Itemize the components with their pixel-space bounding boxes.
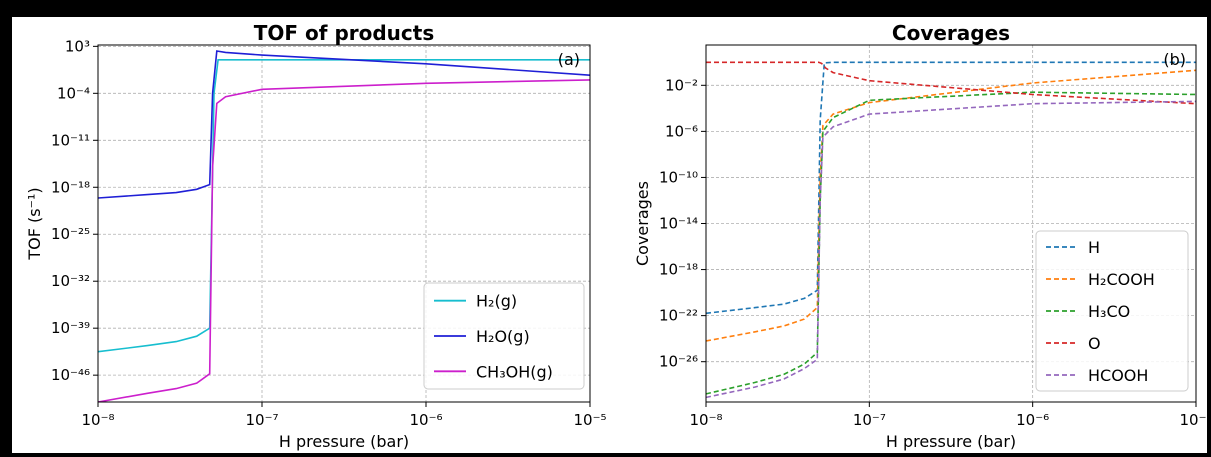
- chart-figure: 10⁻⁸ 10⁻⁷ 10⁻⁶ 10⁻⁵ 10³ 10⁻⁴ 10⁻¹¹ 10⁻¹⁸ 10⁻²⁵ 10…: [25, 21, 1211, 451]
- legend-label: CH₃OH(g): [476, 362, 553, 381]
- legend-label: H₂O(g): [476, 327, 530, 346]
- chart-panel-2: 10⁻⁸ 10⁻⁷ 10⁻⁶ 10⁻⁵ 10⁻² 10⁻⁶ 10⁻¹⁰ 10⁻¹⁴ 10⁻¹⁸ 1…: [633, 21, 1211, 451]
- legend-label: H₂(g): [476, 292, 517, 311]
- x-tick-label: 10⁻⁵: [1179, 411, 1207, 429]
- y-tick-label: 10⁻¹⁰: [659, 168, 698, 186]
- series-line: [706, 61, 1196, 105]
- x-tick-label: 10⁻⁸: [81, 411, 114, 429]
- legend-box: [423, 282, 585, 390]
- series-line: [706, 100, 1196, 399]
- y-axis-label: TOF (s⁻¹): [25, 187, 44, 260]
- y-tick-label: 10⁻²: [665, 76, 698, 94]
- y-tick-label: 10⁻¹⁸: [51, 178, 90, 196]
- y-tick-label: 10⁻⁶: [665, 122, 698, 140]
- chart-title: TOF of products: [254, 21, 434, 45]
- panel-label: (b): [1163, 50, 1186, 69]
- y-tick-label: 10⁻¹⁴: [659, 215, 698, 233]
- plot-frame: [97, 44, 591, 403]
- y-tick-label: 10⁻¹⁸: [659, 261, 698, 279]
- y-tick-label: 10⁻²²: [659, 307, 698, 325]
- y-tick-label: 10⁻³⁹: [51, 319, 90, 337]
- y-tick-label: 10⁻¹¹: [51, 131, 90, 149]
- series-line: [706, 69, 1196, 342]
- x-tick-label: 10⁻⁷: [853, 411, 886, 429]
- panel-label: (a): [558, 50, 580, 69]
- y-axis-label: Coverages: [633, 181, 652, 266]
- legend-label: H: [1088, 238, 1100, 257]
- chart-title: Coverages: [892, 21, 1010, 45]
- legend-label: O: [1088, 334, 1101, 353]
- series-line: [98, 50, 590, 199]
- x-tick-label: 10⁻⁶: [409, 411, 442, 429]
- x-tick-label: 10⁻⁸: [689, 411, 722, 429]
- chart-panel-1: 10⁻⁸ 10⁻⁷ 10⁻⁶ 10⁻⁵ 10³ 10⁻⁴ 10⁻¹¹ 10⁻¹⁸ 10⁻²⁵ 10…: [25, 21, 607, 451]
- x-tick-label: 10⁻⁶: [1016, 411, 1049, 429]
- series-line: [98, 58, 590, 353]
- y-tick-label: 10³: [65, 37, 90, 55]
- x-tick-label: 10⁻⁷: [245, 411, 278, 429]
- series-line: [706, 91, 1196, 395]
- legend-label: H₂COOH: [1088, 270, 1155, 289]
- legend-label: H₃CO: [1088, 302, 1130, 321]
- y-tick-label: 10⁻⁴: [57, 84, 90, 102]
- x-axis-label: H pressure (bar): [886, 432, 1016, 451]
- y-tick-label: 10⁻⁴⁶: [51, 366, 90, 384]
- series-line: [98, 79, 590, 402]
- series-line: [706, 61, 1196, 315]
- legend-box: [1035, 230, 1189, 392]
- x-axis-label: H pressure (bar): [279, 432, 409, 451]
- legend-label: HCOOH: [1088, 366, 1148, 385]
- legend: H₂(g) H₂O(g) CH₃OH(g): [423, 282, 585, 390]
- figure: 10⁻⁸ 10⁻⁷ 10⁻⁶ 10⁻⁵ 10³ 10⁻⁴ 10⁻¹¹ 10⁻¹⁸ 10⁻²⁵ 10…: [12, 17, 1211, 453]
- y-tick-label: 10⁻³²: [51, 272, 90, 290]
- y-tick-label: 10⁻²⁵: [51, 225, 90, 243]
- x-tick-label: 10⁻⁵: [573, 411, 606, 429]
- legend: H H₂COOH H₃CO O HCOOH: [1035, 230, 1189, 392]
- y-tick-label: 10⁻²⁶: [659, 353, 698, 371]
